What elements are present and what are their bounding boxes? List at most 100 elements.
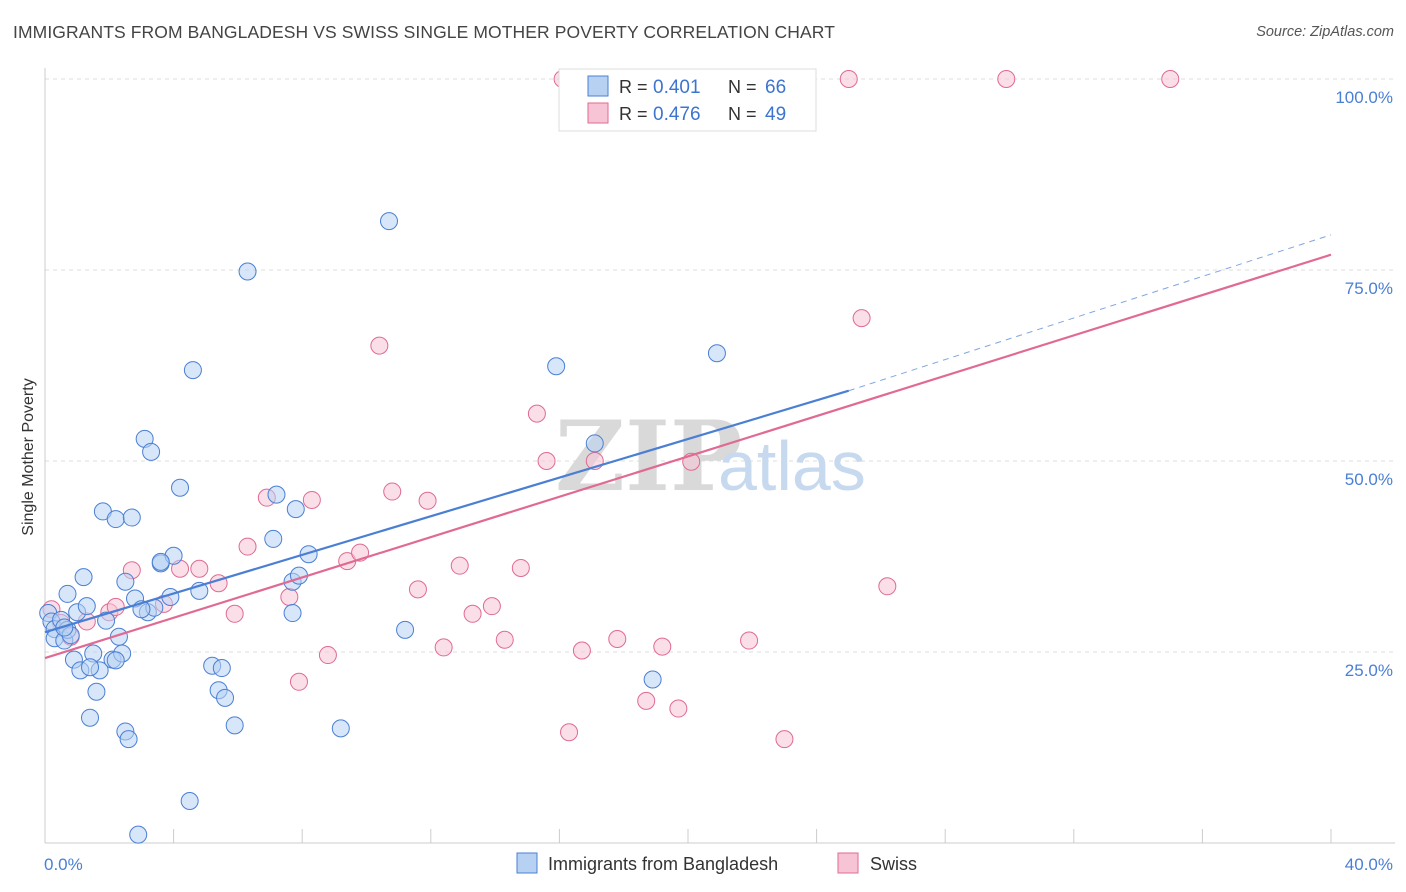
swiss-point	[572, 641, 591, 660]
x-tick-label-min: 0.0%	[44, 855, 83, 874]
swiss-point	[450, 556, 469, 575]
swiss-point	[463, 604, 482, 623]
swiss-point	[190, 559, 209, 578]
bangladesh-point	[264, 529, 283, 548]
swiss-point	[653, 637, 672, 656]
swiss-point	[511, 558, 530, 577]
bangladesh-point	[267, 485, 286, 504]
bangladesh-point	[286, 500, 305, 519]
legend-r-value-1: 0.401	[653, 77, 701, 98]
swiss-point	[878, 577, 897, 596]
swiss-point	[495, 630, 514, 649]
bangladesh-point	[142, 442, 161, 461]
bottom-legend-label-bangladesh: Immigrants from Bangladesh	[548, 854, 778, 874]
grid-lines	[45, 78, 1395, 653]
swiss-point	[852, 309, 871, 328]
bangladesh-point	[87, 682, 106, 701]
bangladesh-point	[119, 730, 138, 749]
bangladesh-trend-extension	[848, 234, 1332, 392]
bangladesh-point	[58, 584, 77, 603]
swiss-point	[527, 404, 546, 423]
swiss-point	[383, 482, 402, 501]
bangladesh-point	[547, 357, 566, 376]
bangladesh-point	[116, 572, 135, 591]
bangladesh-point	[74, 568, 93, 587]
legend-swatch-swiss	[587, 102, 609, 124]
bangladesh-point	[238, 262, 257, 281]
bangladesh-point	[299, 545, 318, 564]
swiss-point	[537, 452, 556, 470]
bangladesh-point	[216, 688, 235, 707]
y-axis-title: Single Mother Poverty	[20, 378, 37, 535]
swiss-point	[318, 646, 337, 665]
bangladesh-point	[122, 508, 141, 527]
bottom-legend-swatch-swiss	[837, 852, 859, 874]
swiss-point	[560, 723, 579, 742]
stats-legend: R = 0.401 N = 66 R = 0.476 N = 49	[558, 68, 817, 132]
legend-r-label-2: R =	[619, 104, 653, 124]
swiss-trend-line	[44, 253, 1332, 660]
swiss-point	[669, 699, 688, 718]
swiss-point	[839, 70, 858, 88]
bangladesh-point	[97, 611, 116, 630]
bangladesh-point	[129, 825, 148, 844]
swiss-point	[1161, 70, 1180, 88]
bangladesh-point	[643, 670, 662, 689]
swiss-point	[238, 537, 257, 556]
x-tick-label-max: 40.0%	[1345, 855, 1393, 874]
bangladesh-point	[106, 651, 125, 670]
swiss-point	[289, 672, 308, 691]
axes	[44, 68, 1395, 844]
bangladesh-point	[151, 552, 170, 571]
legend-swatch-bangladesh	[587, 75, 609, 97]
swiss-point	[997, 70, 1016, 88]
bottom-legend-label-swiss: Swiss	[870, 854, 917, 874]
legend-n-value-1: 66	[765, 77, 786, 98]
bangladesh-point	[77, 597, 96, 616]
bangladesh-point	[55, 618, 74, 637]
bottom-legend-swatch-bangladesh	[516, 852, 538, 874]
bangladesh-point	[707, 344, 726, 363]
bangladesh-point	[283, 604, 302, 623]
swiss-point	[608, 630, 627, 649]
bangladesh-point	[212, 659, 231, 678]
series-legend: Immigrants from Bangladesh Swiss	[516, 852, 917, 874]
legend-n-label-1: N =	[728, 77, 762, 97]
swiss-point	[434, 638, 453, 657]
swiss-point	[370, 336, 389, 355]
swiss-point	[637, 691, 656, 710]
y-tick-label: 50.0%	[1345, 470, 1393, 489]
bangladesh-point	[183, 361, 202, 380]
legend-r-label-1: R =	[619, 77, 653, 97]
y-tick-label: 100.0%	[1335, 88, 1393, 107]
swiss-point	[280, 587, 299, 606]
chart-title: IMMIGRANTS FROM BANGLADESH VS SWISS SING…	[13, 22, 836, 42]
source-credit: Source: ZipAtlas.com	[1256, 24, 1394, 40]
y-tick-label: 75.0%	[1345, 279, 1393, 298]
bangladesh-points	[39, 212, 726, 844]
watermark-atlas: atlas	[718, 427, 866, 505]
swiss-point	[775, 730, 794, 749]
bangladesh-point	[225, 716, 244, 735]
bangladesh-point	[585, 434, 604, 453]
swiss-point	[482, 597, 501, 616]
trend-lines	[44, 234, 1332, 660]
bangladesh-point	[331, 719, 350, 738]
swiss-point	[302, 490, 321, 509]
swiss-point	[225, 604, 244, 623]
bangladesh-point	[180, 791, 199, 810]
bangladesh-point	[396, 620, 415, 639]
swiss-point	[740, 631, 759, 650]
bangladesh-point	[81, 658, 100, 677]
bangladesh-trend-line	[44, 389, 850, 634]
legend-r-value-2: 0.476	[653, 104, 701, 125]
bangladesh-point	[380, 212, 399, 231]
y-tick-label: 25.0%	[1345, 661, 1393, 680]
swiss-point	[418, 491, 437, 510]
y-tick-labels: 25.0% 50.0% 75.0% 100.0%	[1335, 88, 1393, 680]
bangladesh-point	[81, 708, 100, 727]
bangladesh-point	[171, 478, 190, 497]
x-axis-ticks	[44, 829, 1332, 843]
bangladesh-point	[106, 510, 125, 529]
